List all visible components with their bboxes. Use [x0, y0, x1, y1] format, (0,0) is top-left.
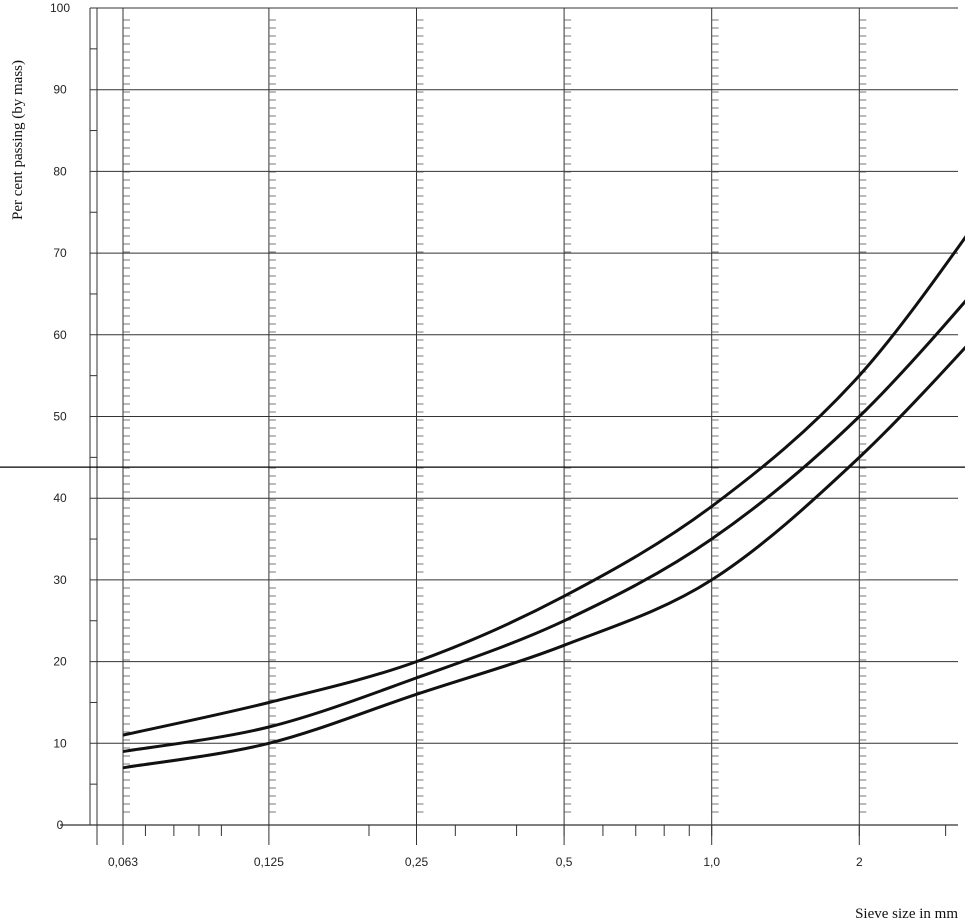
x-tick-label-0,25: 0,25 [405, 855, 429, 869]
y-tick-label-70: 70 [53, 246, 67, 260]
x-tick-label-0,5: 0,5 [556, 855, 573, 869]
y-tick-label-60: 60 [53, 328, 67, 342]
grading-curve-2 [122, 299, 965, 753]
y-tick-label-80: 80 [53, 164, 67, 178]
x-tick-label-2: 2 [856, 855, 863, 869]
x-axis-title: Sieve size in mm [855, 906, 958, 922]
y-tick-label-40: 40 [53, 491, 67, 505]
y-tick-label-100: 100 [50, 1, 70, 15]
y-tick-label-30: 30 [53, 573, 67, 587]
x-tick-label-0,125: 0,125 [254, 855, 284, 869]
y-tick-label-50: 50 [53, 410, 67, 424]
grading-curve-3 [122, 345, 965, 770]
grading-curve-1 [122, 235, 965, 737]
minor-ticks-layer [90, 19, 947, 836]
x-tick-label-1,0: 1,0 [703, 855, 720, 869]
series-layer [122, 235, 965, 770]
y-tick-label-90: 90 [53, 83, 67, 97]
y-tick-label-10: 10 [53, 736, 67, 750]
x-tick-label-0,063: 0,063 [108, 855, 138, 869]
y-axis-title: Per cent passing (by mass) [10, 60, 26, 220]
y-tick-label-0: 0 [57, 818, 64, 832]
grid-layer [0, 7, 965, 845]
y-tick-label-20: 20 [53, 655, 67, 669]
labels-layer: 0 10 20 30 40 50 60 70 80 90 100 0,063 0,125 0,25 0,5 1… [50, 1, 863, 869]
